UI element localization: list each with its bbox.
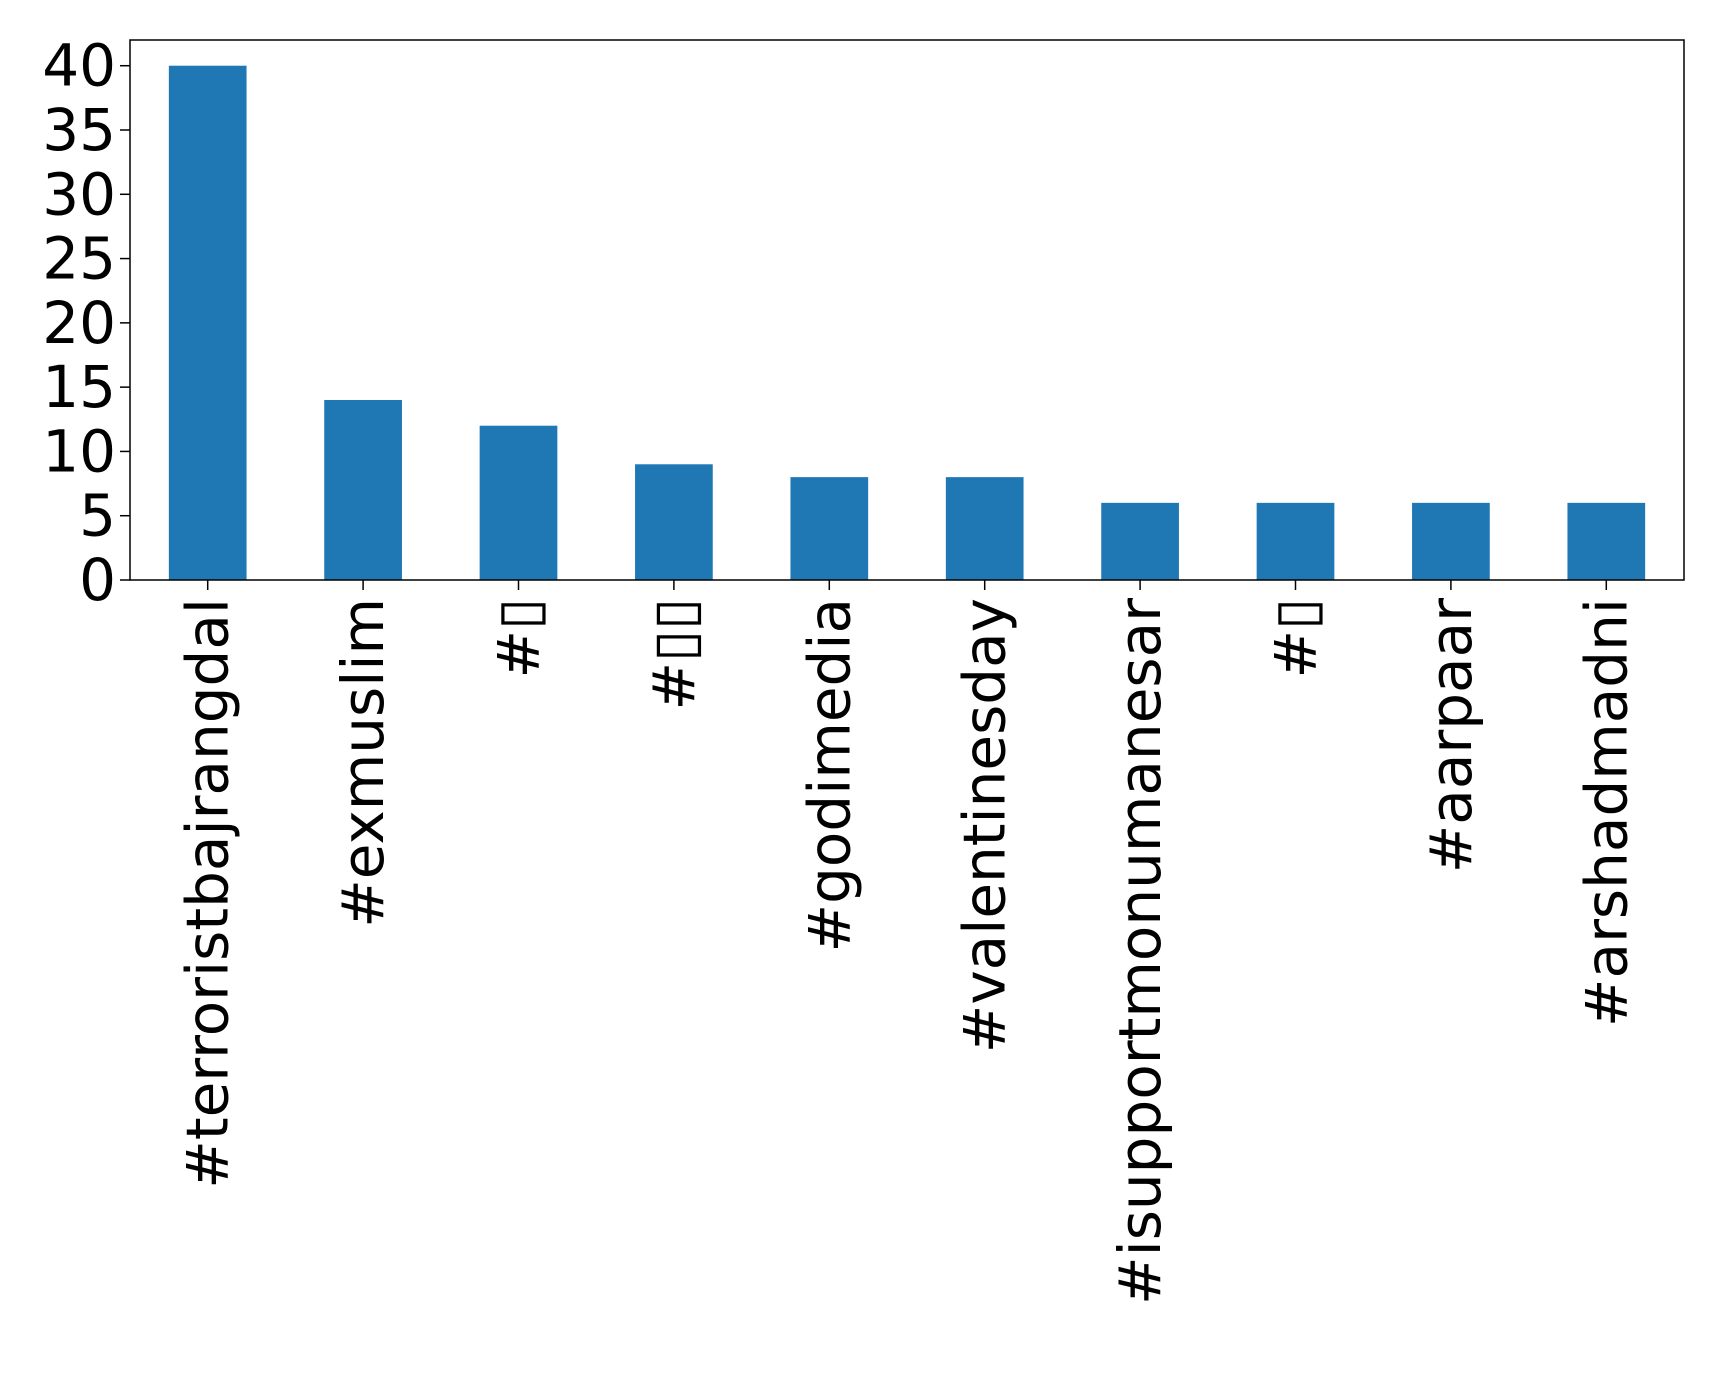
bars-group [168, 65, 1646, 580]
bar-7 [1256, 502, 1335, 580]
x-tick-label-7: #▯ [1262, 598, 1330, 679]
y-tick-label-5: 25 [42, 225, 116, 293]
y-tick-label-8: 40 [42, 32, 116, 100]
bar-9 [1567, 502, 1646, 580]
x-axis: #terroristbajrangdal #exmuslim #▯ #▯▯ #godim… [174, 580, 1640, 1305]
bar-5 [945, 477, 1024, 580]
y-tick-label-6: 30 [42, 160, 116, 228]
y-tick-label-0: 0 [79, 546, 116, 614]
bar-2 [479, 425, 558, 580]
x-tick-label-5: #valentinesday [951, 598, 1019, 1053]
y-tick-label-7: 35 [42, 96, 116, 164]
bar-4 [790, 477, 869, 580]
plot-frame [129, 39, 1685, 581]
x-tick-label-0: #terroristbajrangdal [174, 598, 242, 1189]
y-tick-label-2: 10 [42, 417, 116, 485]
bar-6 [1101, 502, 1179, 580]
x-tick-label-4: #godimedia [795, 598, 863, 953]
x-tick-label-6: #isupportmonumanesar [1106, 598, 1174, 1305]
x-tick-label-2: #▯ [485, 598, 553, 679]
x-tick-label-9: #arshadmadni [1572, 598, 1640, 1027]
y-tick-label-4: 20 [42, 289, 116, 357]
bar-8 [1412, 502, 1490, 580]
y-tick-label-1: 5 [79, 482, 116, 550]
bar-1 [324, 400, 402, 580]
x-tick-label-3: #▯▯ [640, 598, 708, 710]
x-tick-label-1: #exmuslim [329, 598, 397, 928]
x-tick-label-8: #aarpaar [1417, 598, 1485, 873]
y-tick-label-3: 15 [42, 353, 116, 421]
bar-0 [168, 65, 247, 580]
bar-3 [635, 464, 713, 580]
